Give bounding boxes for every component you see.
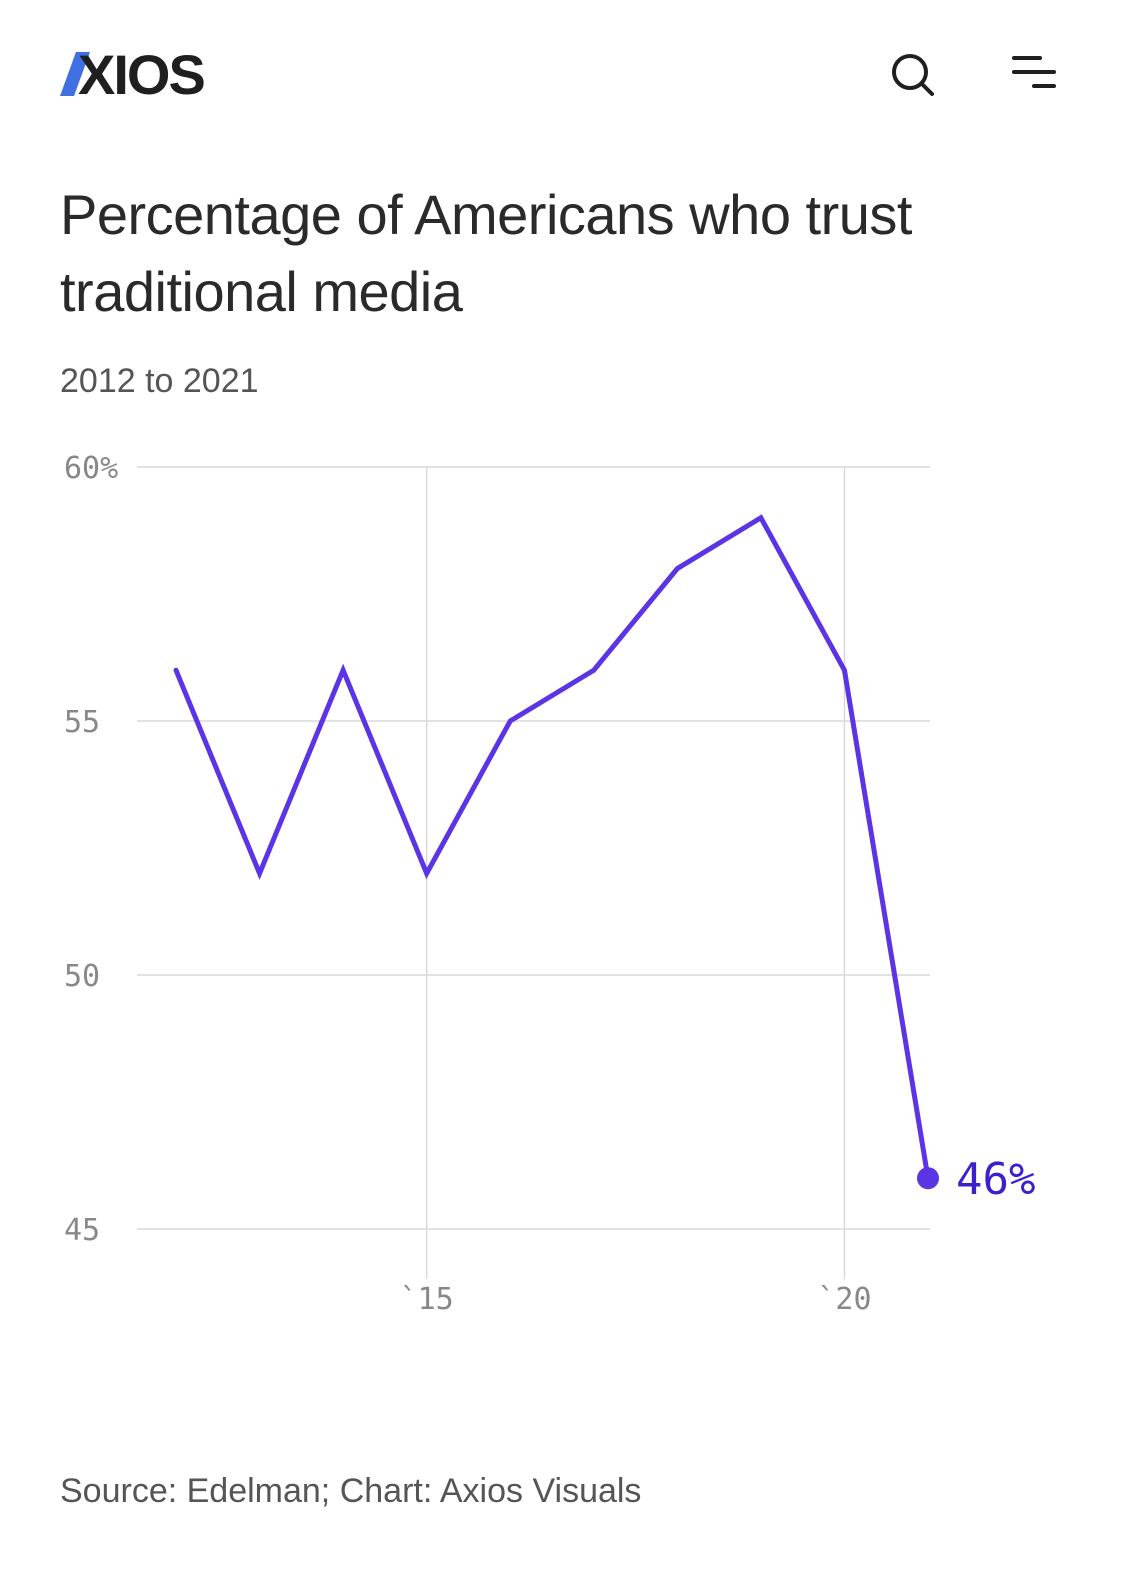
series-line: [173, 514, 931, 1181]
end-point-marker: [917, 1167, 939, 1190]
y-gridlines: [137, 466, 930, 1230]
chart-source: Source: Edelman; Chart: Axios Visuals: [60, 1472, 642, 1510]
end-value-label: 46%: [956, 1154, 1035, 1205]
series-group: 46%: [173, 514, 1035, 1205]
axios-logo[interactable]: XIOS: [60, 43, 250, 106]
site-header: XIOS: [0, 0, 1125, 150]
y-tick-label-0: 60%: [64, 451, 118, 486]
y-tick-label-2: 50: [64, 959, 100, 994]
menu-button[interactable]: [1008, 50, 1060, 94]
y-tick-labels: 60% 55 50 45: [64, 451, 118, 1248]
logo-text: XIOS: [78, 48, 204, 98]
chart-subtitle: 2012 to 2021: [60, 362, 259, 400]
line-chart: 60% 55 50 45 `15 `20 46%: [64, 451, 1035, 1317]
x-tick-label-1: `20: [817, 1282, 871, 1317]
search-icon: [892, 54, 934, 96]
axios-logo-mark: XIOS: [60, 43, 206, 106]
x-tick-label-0: `15: [400, 1282, 454, 1317]
y-tick-label-1: 55: [64, 705, 100, 740]
x-tick-labels: `15 `20: [400, 1282, 872, 1317]
search-button[interactable]: [888, 50, 938, 100]
x-gridlines: [425, 467, 846, 1279]
menu-icon: [1012, 56, 1056, 88]
y-tick-label-3: 45: [64, 1213, 100, 1248]
chart-title: Percentage of Americans who trust tradit…: [60, 183, 912, 323]
